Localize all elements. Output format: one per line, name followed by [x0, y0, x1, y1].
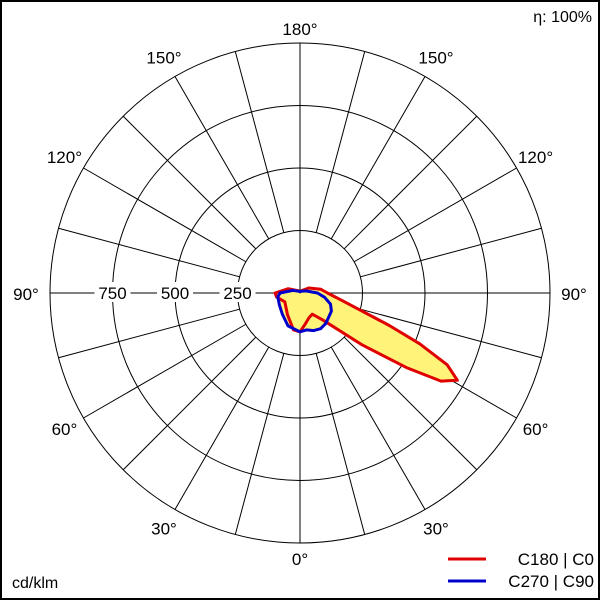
- angle-label-90-left: 90°: [13, 285, 39, 304]
- grid-spoke: [360, 308, 542, 359]
- angle-label-120-right: 120°: [518, 148, 553, 167]
- radial-tick-bg: [219, 282, 256, 302]
- grid-spoke: [83, 323, 247, 419]
- angle-label-120-left: 120°: [47, 148, 82, 167]
- radial-tick-bg: [157, 282, 193, 302]
- grid-spoke: [353, 167, 517, 263]
- radial-tick-label: 250: [223, 284, 251, 303]
- grid-spoke: [234, 51, 285, 233]
- grid-spoke: [58, 227, 240, 278]
- unit-label: cd/klm: [12, 575, 58, 592]
- grid-spoke: [234, 353, 285, 535]
- angle-label-150-left: 150°: [146, 48, 181, 67]
- radial-tick-label: 500: [161, 284, 189, 303]
- legend: C180 | C0 C270 | C90: [448, 550, 594, 591]
- radial-tick-label: 750: [98, 284, 126, 303]
- grid-spoke: [343, 115, 478, 250]
- grid-spoke: [343, 336, 478, 471]
- grid-spoke: [315, 353, 366, 535]
- grid-spoke: [122, 336, 257, 471]
- angle-label-90-right: 90°: [561, 285, 587, 304]
- grid-spoke: [360, 227, 542, 278]
- angle-label-0-right: 0°: [292, 550, 308, 569]
- light-distribution-curves: [273, 286, 459, 383]
- efficiency-label: η: 100%: [533, 9, 592, 26]
- angle-label-150-right: 150°: [418, 48, 453, 67]
- legend-label: C180 | C0: [518, 550, 594, 569]
- grid-spoke: [315, 51, 366, 233]
- grid-spoke: [174, 76, 270, 240]
- angle-label-30-right: 30°: [423, 520, 449, 539]
- grid-spoke: [58, 308, 240, 359]
- radial-tick-bg: [94, 282, 131, 302]
- grid-spoke: [83, 167, 247, 263]
- polar-grid: [49, 42, 551, 544]
- grid-spoke: [174, 346, 270, 510]
- angle-label-60-right: 60°: [523, 420, 549, 439]
- grid-spoke: [330, 346, 426, 510]
- axis-labels: 250 500 750 0° 30° 30° 60° 60° 90° 90° 120° 120° 150…: [13, 20, 587, 569]
- curve-line-1: [273, 286, 459, 383]
- angle-label-180-right: 180°: [282, 20, 317, 39]
- legend-label: C270 | C90: [508, 572, 594, 591]
- curve-line-2: [276, 288, 333, 334]
- angle-label-60-left: 60°: [52, 420, 78, 439]
- angle-label-30-left: 30°: [151, 520, 177, 539]
- grid-spoke: [330, 76, 426, 240]
- grid-spoke: [122, 115, 257, 250]
